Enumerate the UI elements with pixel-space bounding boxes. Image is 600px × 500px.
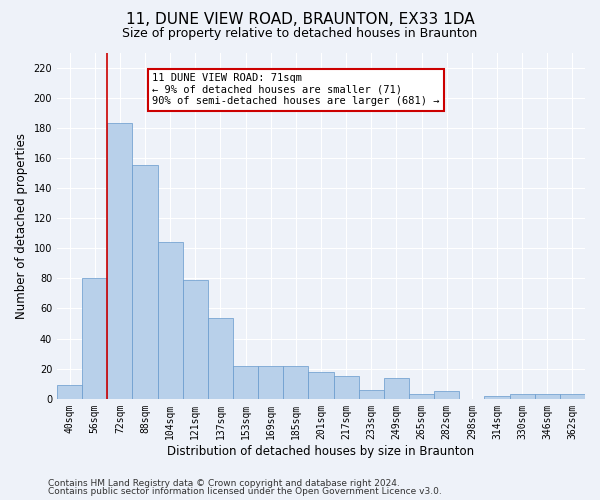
Bar [183,280,208,399]
Text: 11 DUNE VIEW ROAD: 71sqm
← 9% of detached houses are smaller (71)
90% of semi-de: 11 DUNE VIEW ROAD: 71sqm ← 9% of detache… [152,74,440,106]
Text: 11, DUNE VIEW ROAD, BRAUNTON, EX33 1DA: 11, DUNE VIEW ROAD, BRAUNTON, EX33 1DA [125,12,475,28]
X-axis label: Distribution of detached houses by size in Braunton: Distribution of detached houses by size … [167,444,475,458]
Bar [409,394,434,399]
Bar [509,394,535,399]
Bar [484,396,509,399]
Bar [208,318,233,399]
Bar [158,242,183,399]
Bar [133,166,158,399]
Bar [384,378,409,399]
Y-axis label: Number of detached properties: Number of detached properties [15,132,28,318]
Bar [359,390,384,399]
Bar [233,366,258,399]
Bar [434,392,459,399]
Bar [283,366,308,399]
Text: Contains public sector information licensed under the Open Government Licence v3: Contains public sector information licen… [48,487,442,496]
Bar [107,124,133,399]
Bar [82,278,107,399]
Bar [334,376,359,399]
Bar [560,394,585,399]
Text: Contains HM Land Registry data © Crown copyright and database right 2024.: Contains HM Land Registry data © Crown c… [48,478,400,488]
Bar [535,394,560,399]
Bar [258,366,283,399]
Text: Size of property relative to detached houses in Braunton: Size of property relative to detached ho… [122,28,478,40]
Bar [308,372,334,399]
Bar [57,386,82,399]
